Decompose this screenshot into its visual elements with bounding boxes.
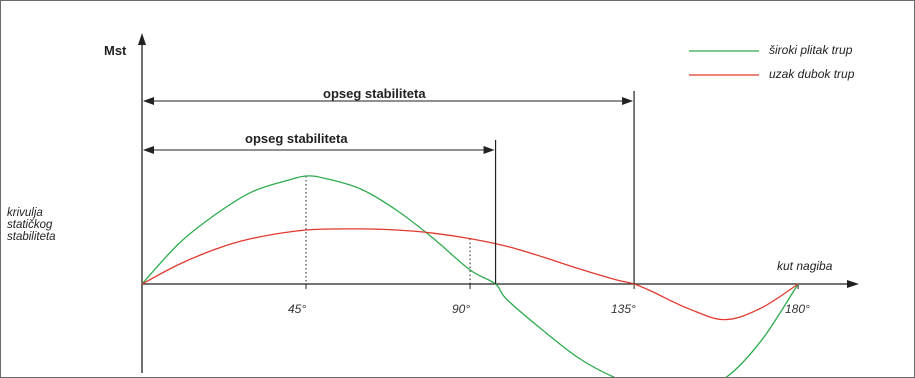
x-tick-label-45: 45° bbox=[288, 302, 307, 316]
x-tick-label-135: 135° bbox=[611, 302, 636, 316]
curve-label-line-2: statičkog bbox=[7, 219, 53, 231]
y-axis-label: Mst bbox=[104, 43, 127, 58]
legend-label-narrow-deep-hull: uzak dubok trup bbox=[769, 67, 855, 81]
x-tick-label-180: 180° bbox=[785, 302, 810, 316]
stability-range-arrow-short-head-left bbox=[143, 146, 154, 154]
curve-label: krivulja statičkog stabiliteta bbox=[7, 207, 56, 243]
series-line-narrow-deep-hull bbox=[141, 228, 799, 321]
x-axis-arrowhead bbox=[847, 280, 859, 288]
series-line-wide-shallow-hull bbox=[141, 175, 799, 377]
y-axis-arrowhead bbox=[138, 33, 146, 45]
curve-label-line-1: krivulja bbox=[7, 207, 43, 219]
x-tick-label-90: 90° bbox=[452, 302, 471, 316]
stability-range-arrow-short-head-right bbox=[483, 146, 495, 154]
curve-label-line-3: stabiliteta bbox=[7, 231, 56, 243]
stability-range-arrow-long-head-left bbox=[143, 97, 154, 105]
legend-label-wide-shallow-hull: široki plitak trup bbox=[769, 43, 853, 57]
x-axis-label: kut nagiba bbox=[777, 259, 833, 273]
stability-range-label-short: opseg stabiliteta bbox=[245, 131, 348, 146]
stability-range-arrow-long-head-right bbox=[622, 97, 634, 105]
stability-range-label-long: opseg stabiliteta bbox=[323, 86, 426, 101]
